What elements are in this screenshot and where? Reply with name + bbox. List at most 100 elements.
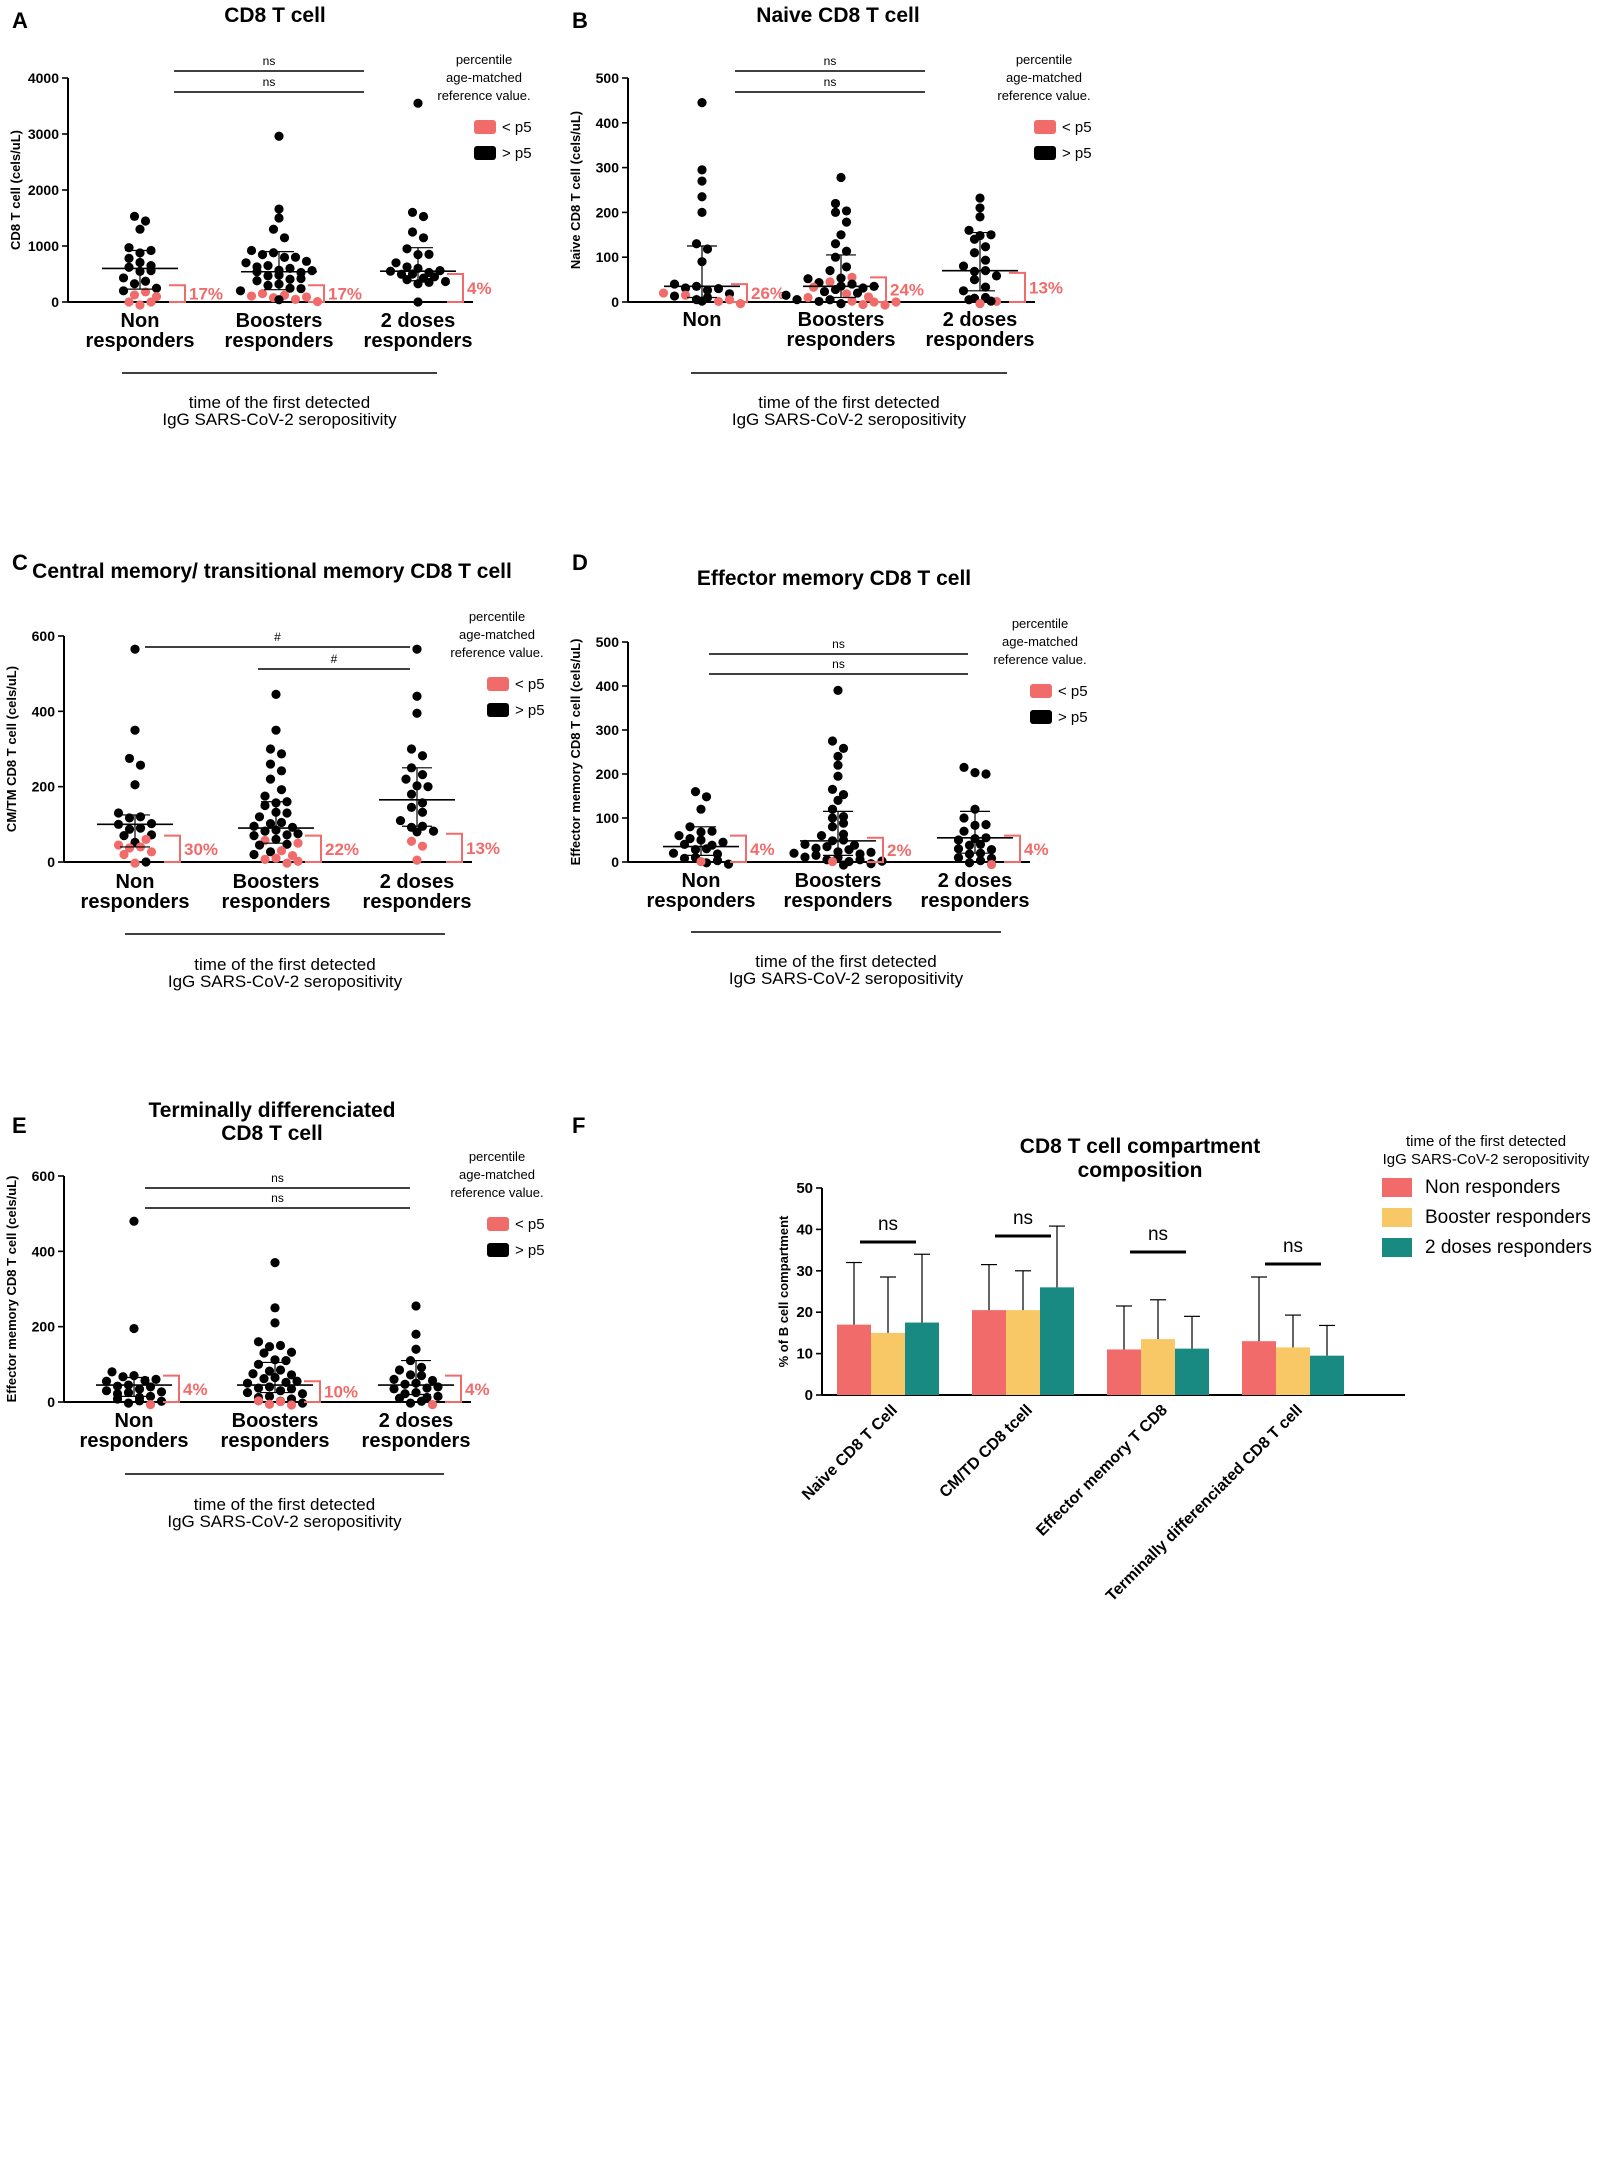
comparison-label: ns [832, 657, 845, 671]
point-above-p5 [282, 830, 292, 840]
x-group-label: IgG SARS-CoV-2 seropositivity [732, 410, 967, 429]
point-above-p5 [697, 165, 707, 175]
point-above-p5 [953, 844, 964, 854]
panel-b: B Naive CD8 T cell 0 100 200 300 400 500 Naive C… [568, 4, 1092, 429]
point-above-p5 [424, 277, 434, 287]
y-tick-label: 600 [32, 1168, 56, 1184]
point-above-p5 [389, 1384, 399, 1394]
x-group-label: time of the first detected [755, 952, 936, 971]
point-below-p5 [975, 299, 985, 309]
legend-swatch-below [474, 120, 496, 134]
legend-title: age-matched [1002, 634, 1078, 649]
x-group-label: time of the first detected [758, 393, 939, 412]
bar [1107, 1349, 1141, 1395]
point-below-p5 [253, 1396, 264, 1406]
point-above-p5 [292, 1376, 302, 1386]
point-above-p5 [242, 1378, 253, 1388]
category-label: responders [86, 330, 195, 352]
point-above-p5 [417, 807, 428, 817]
point-above-p5 [669, 279, 680, 289]
category-label: responders [221, 1430, 330, 1452]
y-tick-label: 300 [596, 722, 620, 738]
point-above-p5 [265, 774, 276, 784]
point-above-p5 [803, 274, 813, 284]
point-above-p5 [827, 784, 838, 795]
legend-title: age-matched [459, 627, 535, 642]
point-above-p5 [964, 295, 974, 305]
point-above-p5 [268, 248, 279, 258]
point-above-p5 [146, 266, 156, 276]
point-above-p5 [838, 818, 849, 828]
y-tick-label: 100 [596, 810, 620, 826]
bar [1141, 1339, 1175, 1395]
point-above-p5 [124, 253, 134, 263]
point-above-p5 [268, 224, 279, 234]
legend-label-below: < p5 [1062, 119, 1092, 136]
legend: percentile age-matched reference value. < p… [450, 609, 544, 719]
comparison-label: # [274, 630, 281, 644]
comparison-label: ns [263, 75, 276, 89]
panel-letter: F [572, 1113, 585, 1138]
point-below-p5 [841, 289, 852, 299]
point-above-p5 [844, 845, 854, 855]
point-above-p5 [416, 1371, 427, 1381]
point-above-p5 [811, 843, 821, 853]
legend-title: IgG SARS-CoV-2 seropositivity [1383, 1151, 1590, 1168]
point-above-p5 [130, 780, 140, 790]
point-above-p5 [958, 261, 969, 271]
y-tick-label: 1000 [28, 238, 59, 254]
chart-title: CD8 T cell [224, 4, 326, 27]
point-above-p5 [841, 246, 852, 256]
p5-percentage: 13% [1029, 278, 1063, 297]
point-above-p5 [123, 1398, 134, 1408]
point-below-p5 [808, 282, 819, 292]
point-above-p5 [112, 1381, 123, 1391]
point-above-p5 [816, 831, 827, 841]
category-label: Boosters [798, 309, 885, 331]
y-tick-label: 400 [596, 115, 620, 131]
y-tick-label: 3000 [28, 126, 59, 142]
comparison-label: ns [832, 637, 845, 651]
point-above-p5 [827, 804, 838, 814]
point-above-p5 [118, 273, 129, 283]
legend-label: Booster responders [1425, 1207, 1591, 1228]
panel-a: A CD8 T cell 0 1000 2000 3000 4000 CD8 T cell (… [8, 4, 532, 429]
panel-letter: B [572, 8, 588, 33]
point-above-p5 [411, 1344, 421, 1354]
point-above-p5 [827, 813, 838, 823]
legend-title: time of the first detected [1406, 1133, 1566, 1150]
category-label: responders [787, 329, 896, 351]
legend-swatch [1382, 1178, 1412, 1197]
panel-letter: A [12, 8, 28, 33]
point-above-p5 [107, 1367, 117, 1377]
point-above-p5 [701, 792, 712, 802]
panel-letter: D [572, 550, 588, 575]
point-below-p5 [847, 272, 857, 282]
point-below-p5 [271, 853, 281, 863]
legend-swatch-below [487, 1217, 509, 1231]
legend-label-above: > p5 [1062, 145, 1092, 162]
p5-percentage: 13% [466, 839, 500, 858]
bar [837, 1324, 871, 1395]
point-above-p5 [276, 766, 287, 776]
y-tick-label: 200 [32, 779, 56, 795]
point-below-p5 [891, 297, 901, 307]
point-above-p5 [418, 211, 429, 222]
category-label: Non [116, 871, 155, 893]
point-above-p5 [140, 1375, 150, 1386]
point-above-p5 [964, 840, 975, 850]
point-above-p5 [124, 753, 135, 764]
point-below-p5 [275, 1397, 286, 1407]
p5-bracket [730, 834, 747, 863]
point-below-p5 [146, 297, 156, 307]
point-below-p5 [257, 289, 268, 299]
point-above-p5 [691, 239, 702, 249]
point-above-p5 [260, 800, 270, 811]
point-below-p5 [825, 277, 835, 287]
p5-percentage: 10% [324, 1383, 358, 1402]
point-above-p5 [402, 262, 412, 272]
point-above-p5 [279, 252, 290, 262]
